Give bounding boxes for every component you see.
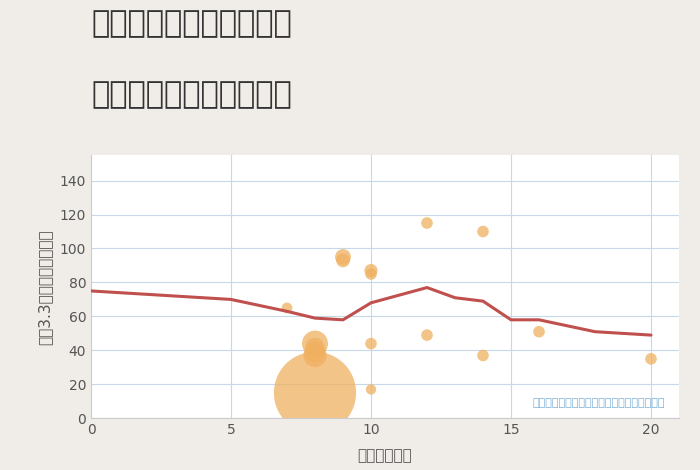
Point [533,328,545,336]
Point [477,228,489,235]
Y-axis label: 坪（3.3㎡）単価（万円）: 坪（3.3㎡）単価（万円） [38,229,52,345]
Point [281,304,293,312]
Text: 駅距離別中古戸建て価格: 駅距離別中古戸建て価格 [91,80,292,109]
Text: 奈良県生駒市西旭ヶ丘の: 奈良県生駒市西旭ヶ丘の [91,9,292,39]
Point [309,343,321,351]
Point [309,389,321,397]
Point [337,253,349,261]
Point [421,219,433,227]
Point [337,257,349,264]
Point [421,331,433,339]
Point [365,340,377,347]
Point [309,340,321,347]
Point [477,352,489,359]
Point [365,386,377,393]
Point [365,267,377,274]
Point [365,270,377,278]
Point [645,355,657,363]
Point [309,352,321,359]
Text: 円の大きさは、取引のあった物件面積を示す: 円の大きさは、取引のあった物件面積を示す [533,398,665,408]
Point [309,348,321,356]
X-axis label: 駅距離（分）: 駅距離（分） [358,448,412,463]
